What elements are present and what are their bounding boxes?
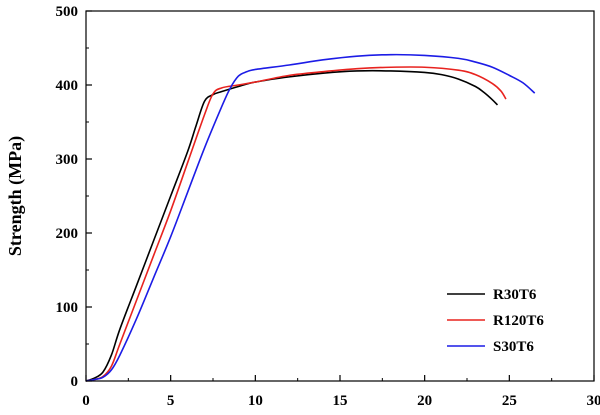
plot-lines bbox=[85, 53, 536, 382]
y-tick-label-3: 300 bbox=[56, 152, 79, 168]
x-tick-label-5: 25 bbox=[502, 393, 517, 409]
x-tick-label-3: 15 bbox=[333, 393, 348, 409]
y-tick-label-5: 500 bbox=[56, 4, 79, 20]
x-tick-label-0: 0 bbox=[82, 393, 90, 409]
y-tick-label-1: 100 bbox=[56, 300, 79, 316]
y-tick-label-4: 400 bbox=[56, 78, 79, 94]
y-tick-label-2: 200 bbox=[56, 226, 79, 242]
series-line-s30t6 bbox=[85, 53, 536, 382]
x-tick-label-2: 10 bbox=[248, 393, 263, 409]
legend-label-r30t6: R30T6 bbox=[493, 287, 537, 303]
legend: R30T6 R120T6 S30T6 bbox=[447, 287, 544, 355]
series-line-r30t6 bbox=[85, 69, 499, 382]
y-tick-label-0: 0 bbox=[71, 374, 79, 390]
x-tick-label-4: 20 bbox=[417, 393, 432, 409]
legend-label-s30t6: S30T6 bbox=[493, 339, 534, 355]
y-axis-label: Strength (MPa) bbox=[5, 136, 26, 256]
legend-label-r120t6: R120T6 bbox=[493, 313, 544, 329]
x-tick-label-1: 5 bbox=[167, 393, 175, 409]
series-line-r120t6 bbox=[85, 66, 507, 382]
x-tick-label-6: 30 bbox=[587, 393, 600, 409]
